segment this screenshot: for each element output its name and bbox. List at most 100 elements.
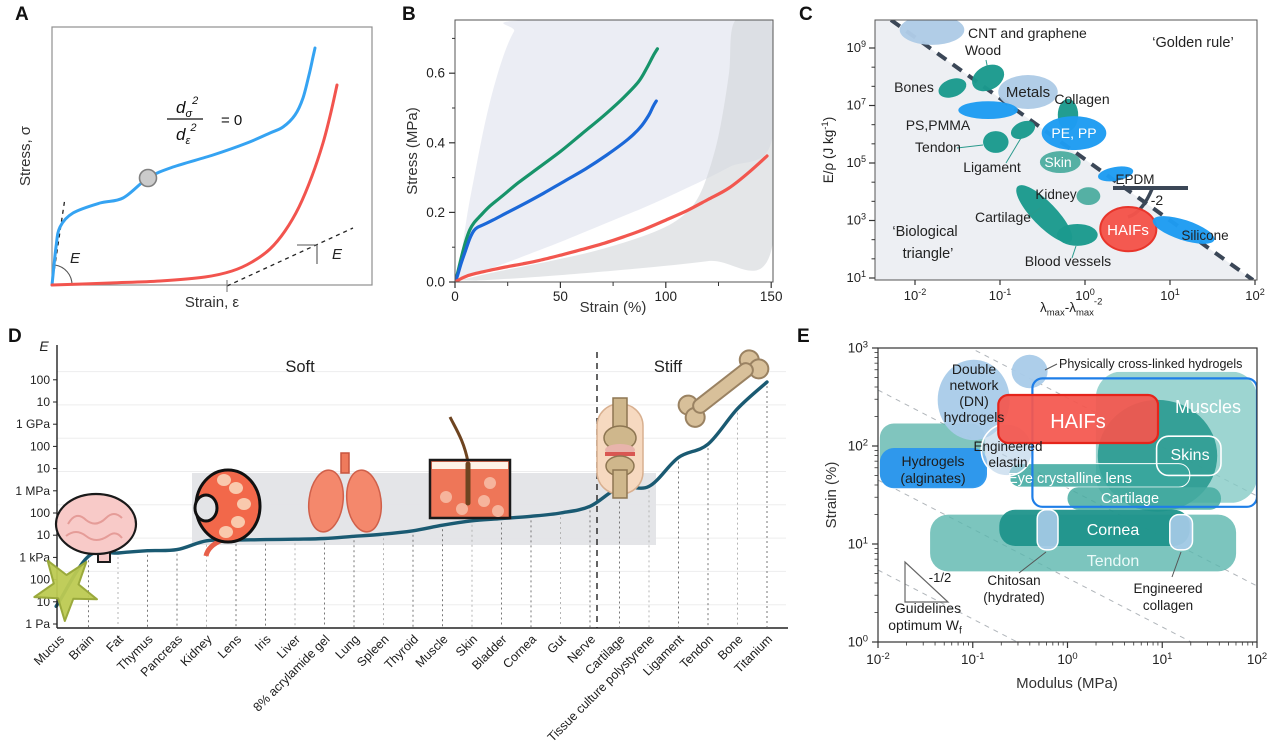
label-wood: Wood — [965, 42, 1001, 58]
category-label-7: Iris — [252, 632, 274, 654]
region-hydrogels-alginates — [879, 448, 987, 489]
label--alginates-: (alginates) — [900, 470, 965, 486]
region-ps-pmma — [958, 101, 1018, 120]
equation-numerator: dσ2 — [176, 95, 198, 120]
label-tendon: Tendon — [1087, 553, 1140, 570]
label-metals: Metals — [1006, 84, 1050, 101]
lungs-icon — [307, 452, 383, 533]
y-tick-label: 0.0 — [426, 275, 445, 290]
tick-label: 102 — [1245, 287, 1265, 303]
label-bg-patch — [1055, 356, 1257, 372]
tick-label: 102 — [1247, 651, 1267, 667]
pointer-line — [1171, 551, 1182, 578]
y-tick-label: 100 — [30, 439, 50, 453]
lower-bone-shaft — [612, 469, 628, 499]
cartilage-pad — [605, 452, 635, 456]
region-pe-pp — [1041, 116, 1107, 151]
tick-label: 10-2 — [866, 651, 889, 667]
label-ps-pmma: PS,PMMA — [906, 117, 971, 133]
tick-label: 101 — [1152, 651, 1172, 667]
mucus-star-icon — [33, 559, 98, 622]
region-physically-cross-linked-hydrogels — [1011, 354, 1048, 389]
label-elastin: elastin — [988, 455, 1027, 470]
brain-fold-2 — [65, 531, 123, 541]
y-tick-label: 10 — [37, 462, 51, 476]
label-collagen: collagen — [1143, 598, 1193, 613]
label--1-2: -1/2 — [929, 570, 951, 585]
bone-shaft — [692, 362, 754, 414]
panel-b-xlabel: Strain (%) — [580, 299, 647, 316]
label-blood-vessels: Blood vessels — [1025, 253, 1111, 269]
category-label-2: Fat — [103, 632, 126, 655]
bone-icon — [677, 349, 770, 428]
region-wood — [972, 64, 1005, 92]
strain-stiffening-elastomer-curve — [50, 83, 339, 287]
label-fibrin-gels: Fibrin gels — [1138, 309, 1177, 319]
label-haifs: HAIFs — [1050, 411, 1106, 433]
wf-guideline — [878, 660, 1257, 742]
y-tick-label: 10 — [37, 528, 51, 542]
x-tick-label: 150 — [760, 289, 783, 304]
label-cornea: Cornea — [1087, 522, 1140, 539]
right-lung — [345, 469, 383, 533]
category-label-16: Cornea — [500, 632, 539, 671]
label-leader-line — [1071, 245, 1077, 259]
label-bones: Bones — [894, 79, 934, 95]
label-optimum-w: optimum Wf — [888, 617, 962, 637]
kidney-hilum — [193, 493, 219, 523]
label-ligament: Ligament — [963, 159, 1021, 175]
trachea — [340, 452, 350, 474]
tick-label: 103 — [846, 212, 866, 228]
y-tick-label: 100 — [30, 573, 50, 587]
joint-icon — [596, 397, 644, 499]
region-skin — [1039, 151, 1081, 174]
panel-label-d: D — [8, 326, 22, 347]
stiff-region-label: Stiff — [654, 358, 683, 376]
tick-label: 100 — [1075, 287, 1095, 303]
panel-a-ylabel: Stress, σ — [17, 125, 34, 186]
label-leader-line — [956, 144, 984, 149]
label-cartilage: Cartilage — [1101, 491, 1159, 507]
panel-label-c: C — [799, 4, 813, 25]
upper-bone-shaft — [612, 397, 628, 431]
x-tick-label: 0 — [451, 289, 459, 304]
label-leader-line — [1027, 207, 1041, 218]
panel-label-b: B — [402, 4, 416, 25]
label-epdm: EPDM — [1115, 172, 1154, 187]
panel-e-plot-area: Muscles Skins Eye crystalline lens Cartilag… — [878, 348, 1257, 742]
brain-fold-1 — [67, 513, 123, 525]
region-silicone — [1152, 216, 1215, 244]
y-tick-label: 1 MPa — [15, 484, 50, 498]
hair — [448, 416, 470, 463]
panel-a-xlabel: Strain, ε — [185, 294, 240, 311]
left-lung — [307, 469, 345, 533]
label-cartilage: Cartilage — [975, 209, 1031, 225]
label-haifs: HAIFs — [1107, 222, 1149, 239]
region-metals — [998, 75, 1058, 109]
region-skins — [1155, 435, 1222, 477]
skin-icon — [428, 416, 512, 520]
skin-cell — [456, 503, 468, 515]
category-label-6: Lens — [215, 632, 244, 661]
label-engineered: Engineered — [973, 439, 1042, 454]
mucus-star-icon — [33, 559, 98, 622]
panel-e-xlabel: Modulus (MPa) — [1016, 675, 1118, 692]
label-engineered: Engineered — [1133, 581, 1202, 596]
tick-label: 10-1 — [989, 287, 1012, 303]
skin-cell — [440, 491, 452, 503]
stiffness-curve — [54, 380, 769, 609]
panel-label-a: A — [15, 4, 29, 25]
y-tick-label: 0.6 — [426, 66, 445, 81]
y-tick-label: 1 kPa — [19, 550, 50, 564]
tick-label: 101 — [848, 535, 868, 551]
label-kidney: Kidney — [1035, 187, 1077, 202]
tick-label: 105 — [846, 154, 866, 170]
label--biological: ‘Biological — [892, 224, 957, 240]
wf-guideline — [878, 479, 1193, 642]
tick-label: 107 — [846, 97, 866, 113]
kidney-lobe — [219, 526, 233, 538]
label-chitosan: Chitosan — [987, 573, 1040, 588]
